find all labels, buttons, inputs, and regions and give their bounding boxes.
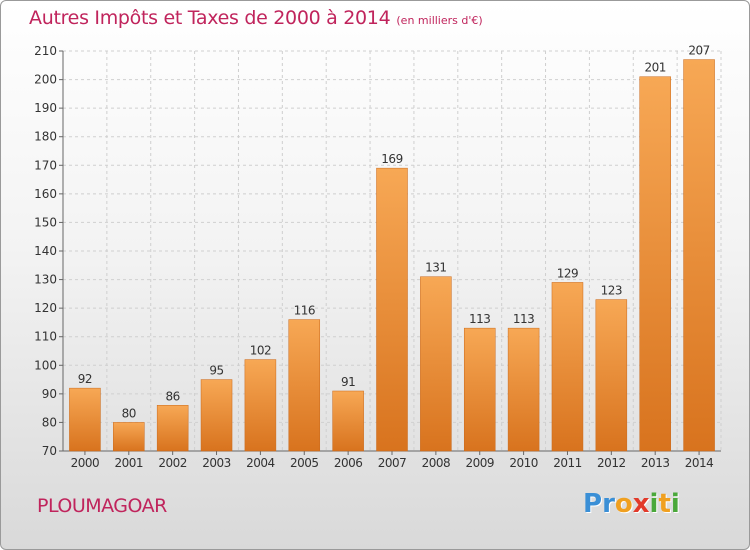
y-tick-label: 70 (42, 444, 57, 458)
bar (244, 359, 277, 452)
bar (332, 390, 364, 452)
bar (113, 422, 145, 452)
bar-value-label: 80 (122, 406, 136, 420)
y-tick-label: 120 (34, 301, 57, 315)
x-tick-label: 2002 (158, 456, 187, 470)
y-tick-label: 130 (34, 273, 57, 287)
bar (200, 379, 233, 452)
grid (62, 50, 722, 452)
logo-letter: x (632, 489, 650, 519)
bar-value-label: 169 (381, 152, 402, 166)
bar (507, 327, 540, 452)
bar (376, 167, 408, 452)
bar-value-label: 116 (294, 304, 315, 318)
logo-letter: i (670, 489, 680, 519)
bar-value-label: 102 (250, 344, 271, 358)
bar (420, 276, 452, 452)
x-tick-label: 2001 (115, 456, 144, 470)
x-tick-label: 2013 (641, 456, 670, 470)
x-axis-ticks: 2000 2001 2002 2003 2004 2005 2006 2007 2008 2009… (71, 456, 714, 470)
bars (69, 59, 715, 452)
title-row: Autres Impôts et Taxes de 2000 à 2014 (en… (29, 7, 483, 29)
chart-title: Autres Impôts et Taxes de 2000 à 2014 (29, 7, 391, 29)
y-tick-label: 180 (34, 130, 57, 144)
x-tick-label: 2010 (509, 456, 538, 470)
y-tick-label: 210 (34, 44, 57, 58)
bar-value-label: 91 (341, 375, 355, 389)
logo-letter: o (614, 489, 633, 519)
x-tick-label: 2011 (553, 456, 582, 470)
bar-value-label: 131 (425, 261, 446, 275)
logo-letter: P (583, 489, 603, 519)
y-tick-label: 140 (34, 244, 57, 258)
bar (463, 327, 496, 452)
x-tick-label: 2009 (465, 456, 494, 470)
x-tick-label: 2014 (685, 456, 714, 470)
logo-letter: i (649, 489, 659, 519)
x-tick-label: 2012 (597, 456, 626, 470)
logo-letter: t (658, 489, 671, 519)
x-tick-label: 2004 (246, 456, 275, 470)
bar-value-label: 123 (601, 284, 622, 298)
bar-value-label: 207 (688, 44, 709, 58)
commune-name: PLOUMAGOAR (37, 495, 167, 517)
y-tick-label: 150 (34, 215, 57, 229)
y-tick-label: 200 (34, 73, 57, 87)
x-tick-label: 2003 (202, 456, 231, 470)
bar-value-label: 92 (78, 372, 92, 386)
bar (288, 319, 321, 452)
bar-value-label: 129 (557, 266, 578, 280)
bar-value-label: 113 (513, 312, 534, 326)
bar (595, 299, 628, 452)
data-labels: 92 80 86 95 102 116 91 169 131 113 113 129 123 201 207 (78, 44, 710, 421)
bar-value-label: 201 (644, 61, 665, 75)
bar (156, 405, 189, 452)
y-tick-label: 100 (34, 358, 57, 372)
x-tick-label: 2007 (378, 456, 407, 470)
y-tick-label: 190 (34, 101, 57, 115)
chart-subtitle: (en milliers d'€) (396, 14, 483, 27)
proxiti-logo: Proxiti (583, 489, 680, 519)
bar (551, 282, 584, 452)
y-axis-ticks: 70 80 90 100 110 120 130 140 150 160 170 180 190 200 2… (34, 44, 57, 458)
bar (639, 76, 671, 452)
bar (683, 59, 715, 452)
x-tick-label: 2008 (422, 456, 451, 470)
y-tick-label: 80 (42, 415, 57, 429)
bar (69, 387, 101, 452)
y-tick-label: 160 (34, 187, 57, 201)
bar-value-label: 86 (166, 389, 180, 403)
x-tick-label: 2006 (334, 456, 363, 470)
y-tick-label: 90 (42, 387, 57, 401)
bar-value-label: 113 (469, 312, 490, 326)
x-tick-label: 2005 (290, 456, 319, 470)
bar-value-label: 95 (209, 364, 223, 378)
y-tick-label: 170 (34, 158, 57, 172)
logo-letter: r (602, 489, 615, 519)
y-tick-label: 110 (34, 330, 57, 344)
x-tick-label: 2000 (71, 456, 100, 470)
